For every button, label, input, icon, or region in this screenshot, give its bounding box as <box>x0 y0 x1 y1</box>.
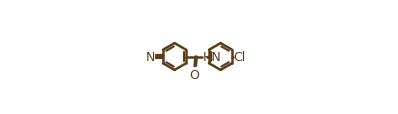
Text: HN: HN <box>203 50 221 63</box>
Text: O: O <box>189 68 199 81</box>
Text: Cl: Cl <box>234 51 246 63</box>
Text: N: N <box>146 51 156 63</box>
